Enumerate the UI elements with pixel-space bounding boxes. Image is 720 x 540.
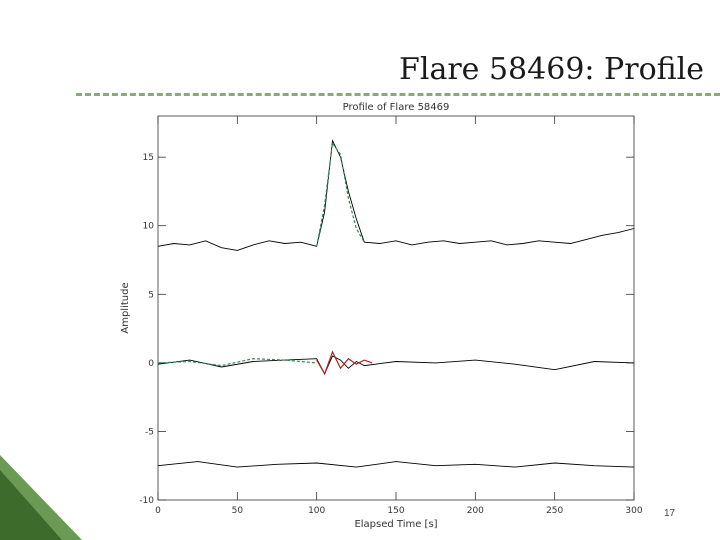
x-tick-label: 250 bbox=[546, 506, 563, 516]
corner-triangle-dark bbox=[0, 470, 62, 540]
x-axis: 0 50 100 150 200 250 300 bbox=[155, 116, 643, 516]
title-divider bbox=[76, 93, 720, 96]
y-tick-label: -5 bbox=[145, 427, 154, 437]
x-axis-title: Elapsed Time [s] bbox=[354, 519, 437, 530]
y-tick-label: -10 bbox=[139, 496, 154, 506]
x-tick-label: 300 bbox=[625, 506, 642, 516]
series-line-observed-profile bbox=[157, 139, 635, 251]
slide-title: Flare 58469: Profile bbox=[399, 52, 704, 87]
series-line-flare-residual-highlight bbox=[316, 350, 373, 376]
y-axis-title: Amplitude bbox=[120, 282, 131, 333]
x-tick-label: 50 bbox=[232, 506, 244, 516]
x-tick-label: 150 bbox=[387, 506, 404, 516]
page-number: 17 bbox=[664, 508, 676, 519]
chart-title: Profile of Flare 58469 bbox=[343, 102, 450, 113]
y-tick-label: 5 bbox=[148, 290, 154, 300]
x-tick-label: 200 bbox=[467, 506, 484, 516]
series-line-residual-fit bbox=[157, 358, 317, 367]
y-tick-label: 10 bbox=[143, 222, 155, 232]
series-line-model-fit bbox=[316, 141, 365, 247]
y-tick-label: 15 bbox=[143, 153, 154, 163]
x-tick-label: 100 bbox=[308, 506, 325, 516]
y-axis: -10 -5 0 5 10 15 bbox=[139, 153, 634, 506]
series-line-background-noise bbox=[157, 461, 635, 468]
series-line-residuals bbox=[157, 355, 635, 375]
x-tick-label: 0 bbox=[155, 506, 161, 516]
y-tick-label: 0 bbox=[148, 359, 154, 369]
series-layer bbox=[157, 139, 635, 468]
plot-frame bbox=[157, 115, 635, 501]
